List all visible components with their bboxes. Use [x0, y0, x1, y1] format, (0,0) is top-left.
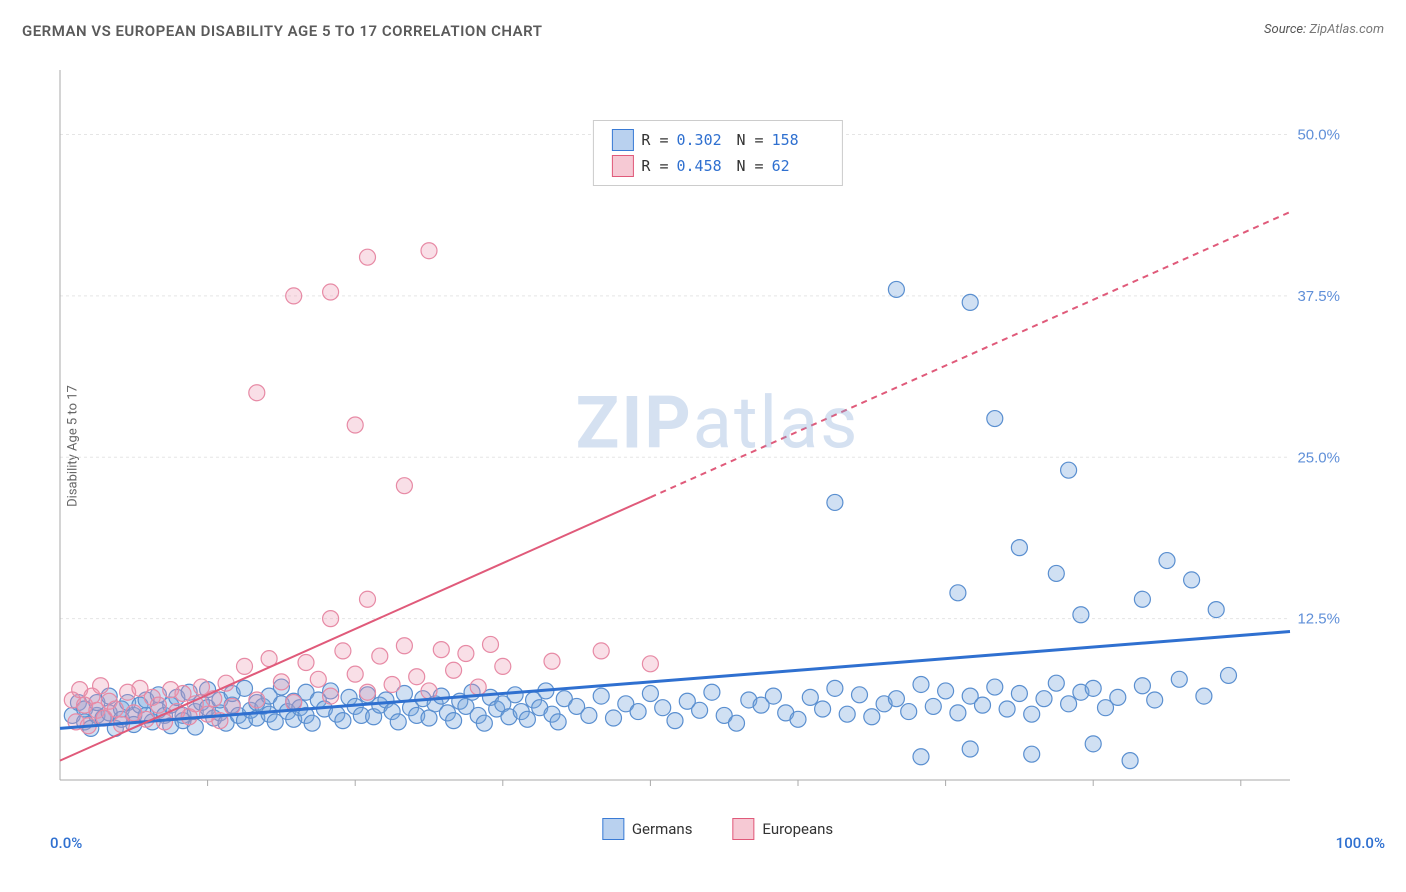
svg-text:50.0%: 50.0% [1297, 127, 1340, 144]
legend-swatch [611, 155, 633, 177]
chart-title: GERMAN VS EUROPEAN DISABILITY AGE 5 TO 1… [22, 22, 542, 40]
chart-area: 12.5%25.0%37.5%50.0% ZIPatlas R =0.302N … [50, 60, 1385, 850]
source-value: ZipAtlas.com [1309, 22, 1384, 37]
source-attribution: Source: ZipAtlas.com [1264, 22, 1384, 37]
n-value: 158 [772, 131, 824, 149]
legend-item: Europeans [732, 818, 833, 840]
svg-text:25.0%: 25.0% [1297, 449, 1340, 466]
svg-text:37.5%: 37.5% [1297, 288, 1340, 305]
legend-label: Europeans [762, 820, 833, 838]
n-value: 62 [772, 157, 824, 175]
r-label: R = [641, 131, 668, 149]
source-label: Source: [1264, 22, 1306, 37]
legend-swatch [602, 818, 624, 840]
n-label: N = [737, 157, 764, 175]
legend-swatch [732, 818, 754, 840]
legend-label: Germans [632, 820, 693, 838]
legend-stats-row: R = 0.302 N = 158 [611, 127, 823, 153]
legend-stats-row: R = 0.458 N = 62 [611, 153, 823, 179]
svg-text:12.5%: 12.5% [1297, 611, 1340, 628]
n-label: N = [737, 131, 764, 149]
legend-item: Germans [602, 818, 693, 840]
x-axis-end-label: 100.0% [1336, 834, 1385, 852]
legend-stats-box: R = 0.302 N = 158 R = 0.458 N = 62 [592, 120, 842, 186]
r-label: R = [641, 157, 668, 175]
x-axis-start-label: 0.0% [50, 834, 82, 852]
legend-series: Germans Europeans [602, 818, 833, 840]
r-value: 0.458 [677, 157, 729, 175]
legend-swatch [611, 129, 633, 151]
r-value: 0.302 [677, 131, 729, 149]
